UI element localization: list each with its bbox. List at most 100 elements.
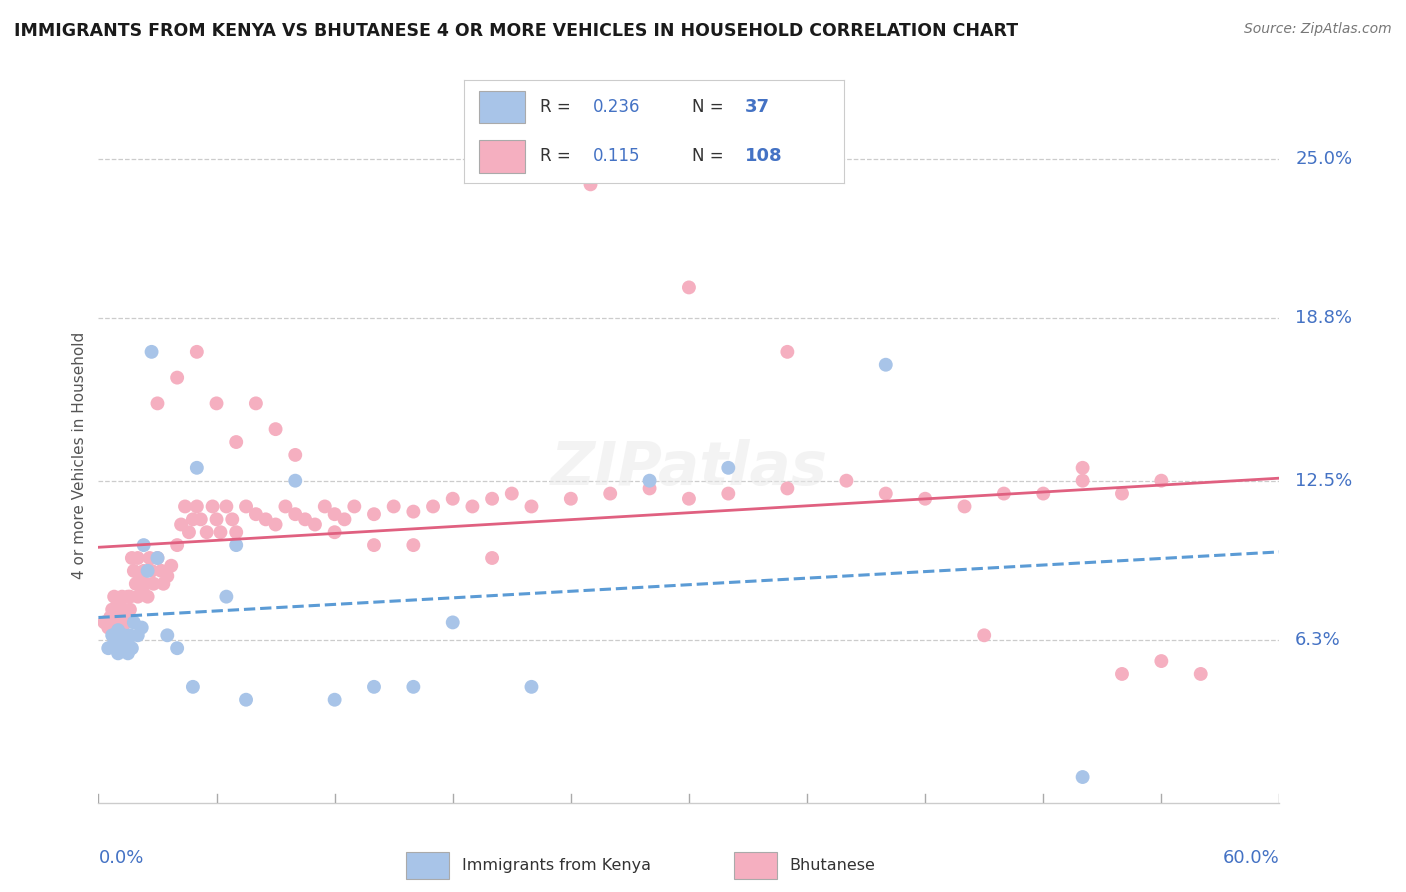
Point xyxy=(363,680,385,694)
Point xyxy=(118,590,141,604)
Point xyxy=(186,460,208,475)
Point xyxy=(195,525,218,540)
Point xyxy=(152,576,174,591)
Text: Source: ZipAtlas.com: Source: ZipAtlas.com xyxy=(1244,22,1392,37)
Text: 0.115: 0.115 xyxy=(593,147,641,165)
Point xyxy=(264,517,287,532)
Point xyxy=(190,512,212,526)
Point xyxy=(181,512,204,526)
Point xyxy=(225,435,247,450)
Text: R =: R = xyxy=(540,98,576,116)
Point xyxy=(402,680,425,694)
Point xyxy=(402,505,425,519)
Point xyxy=(264,422,287,436)
Point xyxy=(166,538,188,552)
Text: 6.3%: 6.3% xyxy=(1295,632,1341,649)
Point xyxy=(225,538,247,552)
Text: 37: 37 xyxy=(745,98,770,116)
Text: R =: R = xyxy=(540,147,576,165)
Point xyxy=(98,610,121,624)
Point xyxy=(136,590,159,604)
Point xyxy=(274,500,297,514)
Point xyxy=(186,500,208,514)
Point xyxy=(146,551,169,566)
Point xyxy=(146,396,169,410)
FancyBboxPatch shape xyxy=(479,140,524,173)
Point xyxy=(205,512,228,526)
Point xyxy=(560,491,582,506)
Point xyxy=(97,641,120,656)
Point xyxy=(127,551,149,566)
Point xyxy=(205,396,228,410)
Point xyxy=(579,178,602,192)
Point xyxy=(209,525,232,540)
Point xyxy=(127,590,149,604)
Point xyxy=(107,610,129,624)
FancyBboxPatch shape xyxy=(734,852,778,879)
Text: 12.5%: 12.5% xyxy=(1295,472,1353,490)
Point xyxy=(186,344,208,359)
Point xyxy=(333,512,356,526)
FancyBboxPatch shape xyxy=(479,91,524,123)
Point xyxy=(323,525,346,540)
Text: IMMIGRANTS FROM KENYA VS BHUTANESE 4 OR MORE VEHICLES IN HOUSEHOLD CORRELATION C: IMMIGRANTS FROM KENYA VS BHUTANESE 4 OR … xyxy=(14,22,1018,40)
Text: 60.0%: 60.0% xyxy=(1223,849,1279,867)
Point xyxy=(678,280,700,294)
Point xyxy=(1032,486,1054,500)
Point xyxy=(135,576,157,591)
Point xyxy=(131,584,153,599)
Point xyxy=(382,500,405,514)
Point xyxy=(1111,486,1133,500)
Point xyxy=(107,623,129,637)
Point xyxy=(117,636,139,650)
Point xyxy=(127,628,149,642)
Point xyxy=(136,564,159,578)
Point xyxy=(138,551,160,566)
Point xyxy=(103,636,125,650)
Point xyxy=(235,692,257,706)
Point xyxy=(201,500,224,514)
Point xyxy=(717,486,740,500)
Point xyxy=(156,569,179,583)
Point xyxy=(146,551,169,566)
Text: 18.8%: 18.8% xyxy=(1295,310,1353,327)
Point xyxy=(1111,667,1133,681)
Point xyxy=(304,517,326,532)
Point xyxy=(111,641,134,656)
Point xyxy=(101,628,124,642)
Point xyxy=(160,558,183,573)
Point xyxy=(177,525,200,540)
Point xyxy=(835,474,858,488)
Point xyxy=(112,628,135,642)
Point xyxy=(117,607,139,622)
Point xyxy=(323,507,346,521)
Text: 108: 108 xyxy=(745,147,783,165)
Point xyxy=(174,500,197,514)
Point xyxy=(181,680,204,694)
Point xyxy=(118,602,141,616)
Point xyxy=(1189,667,1212,681)
Point xyxy=(245,507,267,521)
Point xyxy=(599,486,621,500)
Point xyxy=(776,344,799,359)
Point xyxy=(254,512,277,526)
Point xyxy=(678,491,700,506)
Point xyxy=(363,507,385,521)
Text: Bhutanese: Bhutanese xyxy=(790,858,876,872)
Point xyxy=(520,500,543,514)
Point xyxy=(638,482,661,496)
Point xyxy=(117,590,139,604)
Point xyxy=(166,641,188,656)
Point xyxy=(118,628,141,642)
Point xyxy=(101,602,124,616)
Point xyxy=(150,564,173,578)
Point xyxy=(323,692,346,706)
Point xyxy=(914,491,936,506)
Point xyxy=(294,512,316,526)
Point xyxy=(402,538,425,552)
Text: Immigrants from Kenya: Immigrants from Kenya xyxy=(461,858,651,872)
Point xyxy=(108,633,131,648)
Point xyxy=(422,500,444,514)
Point xyxy=(953,500,976,514)
Point xyxy=(115,641,138,656)
